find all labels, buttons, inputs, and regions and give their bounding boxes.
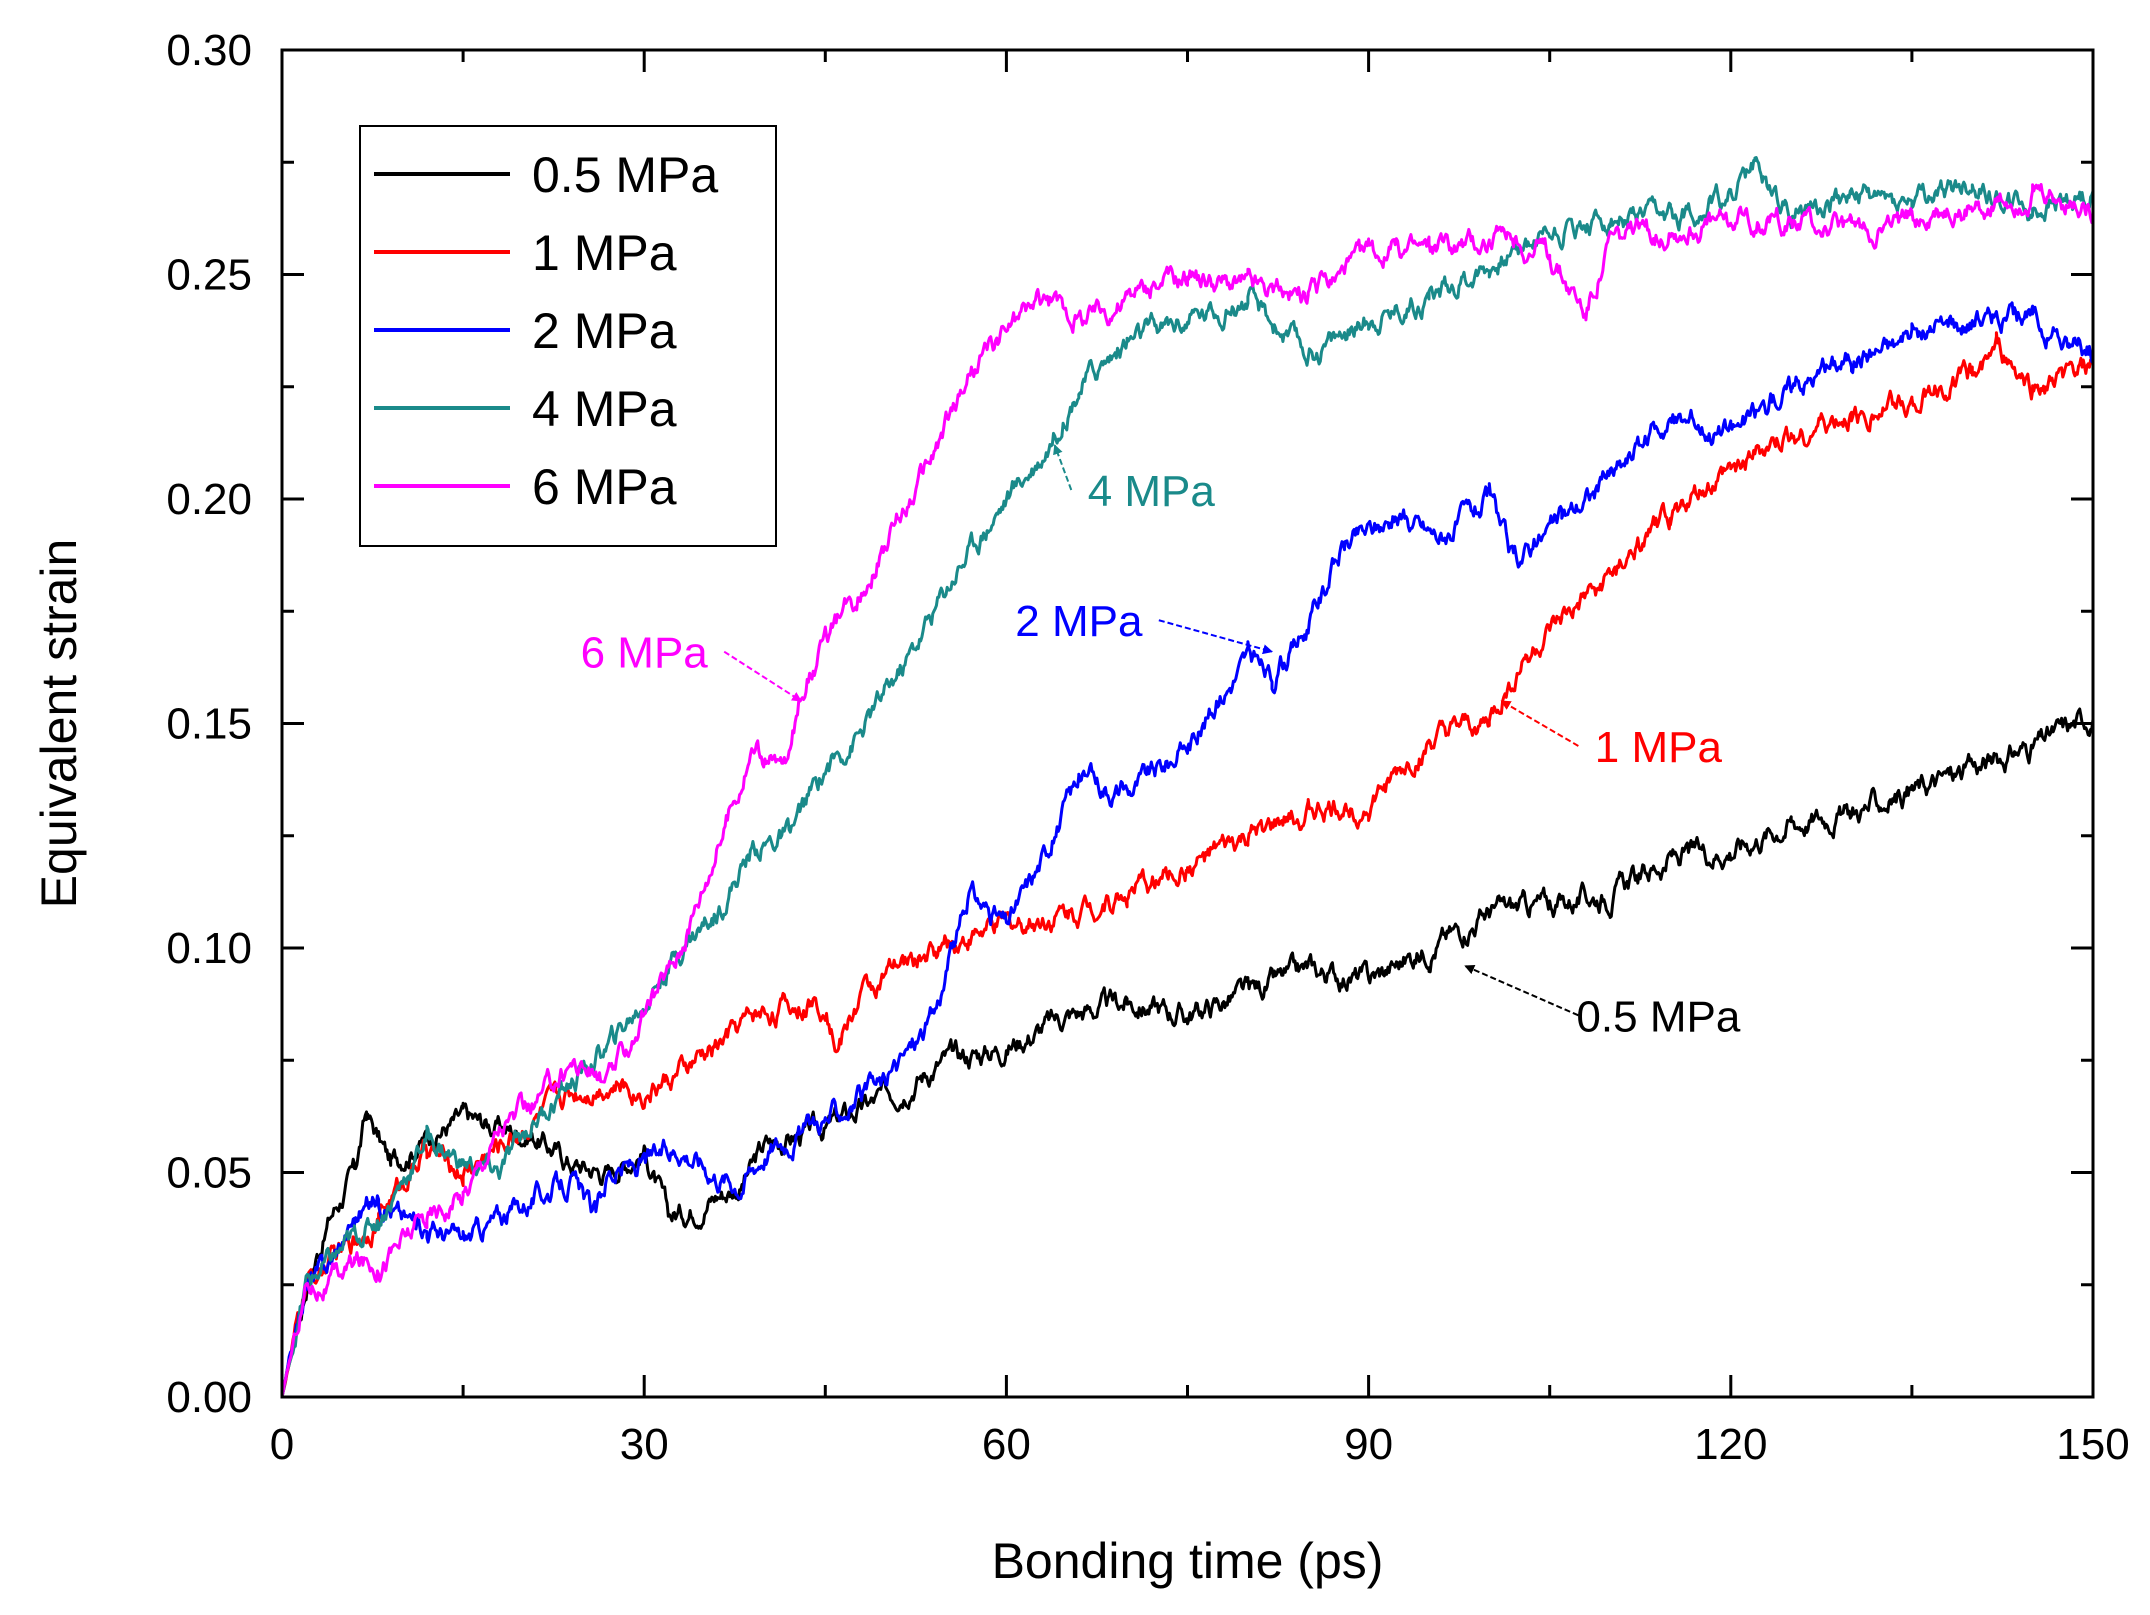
y-tick-label: 0.15 (166, 700, 252, 749)
y-tick-label: 0.05 (166, 1149, 252, 1198)
x-tick-label: 150 (2056, 1420, 2129, 1469)
x-tick-label: 30 (620, 1420, 669, 1469)
x-tick-label: 0 (270, 1420, 294, 1469)
axes: 0 30 60 90 120 150 0.00 0.05 0.10 0.15 0.20 0.25 0.3… (166, 26, 2129, 1469)
annotation-label: 1 MPa (1595, 723, 1723, 772)
annotation-label: 6 MPa (581, 629, 709, 678)
x-tick-label: 60 (982, 1420, 1031, 1469)
series-line-2-mpa (280, 301, 2095, 1398)
legend-label: 1 MPa (532, 225, 677, 281)
annotations: 6 MPa 4 MPa 2 MPa 1 MPa 0.5 MPa (581, 444, 1741, 1041)
legend-box (359, 125, 777, 547)
series-line-6-mpa (280, 183, 2095, 1398)
x-tick-label: 90 (1344, 1420, 1393, 1469)
plot-area (280, 156, 2095, 1398)
y-tick-label: 0.20 (166, 475, 252, 524)
y-tick-label: 0.25 (166, 251, 252, 300)
legend-label: 6 MPa (532, 459, 677, 515)
annotation-arrow (1053, 444, 1073, 491)
y-tick-label: 0.30 (166, 26, 252, 75)
series-line-1-mpa (280, 331, 2095, 1398)
legend-label: 2 MPa (532, 303, 677, 359)
legend-label: 4 MPa (532, 381, 677, 437)
y-tick-label: 0.10 (166, 924, 252, 973)
annotation-label: 0.5 MPa (1576, 992, 1740, 1041)
annotation-arrow (1500, 700, 1579, 747)
y-tick-label: 0.00 (166, 1373, 252, 1422)
annotation-label: 2 MPa (1015, 597, 1143, 646)
series-line-0-5-mpa (280, 707, 2095, 1398)
annotation-arrow (1158, 619, 1273, 655)
legend-label: 0.5 MPa (532, 147, 718, 203)
legend: 0.5 MPa 1 MPa 2 MPa 4 MPa 6 MPa (359, 125, 777, 547)
x-tick-label: 120 (1694, 1420, 1767, 1469)
x-axis-title: Bonding time (ps) (992, 1533, 1384, 1589)
y-axis-title: Equivalent strain (31, 539, 87, 909)
annotation-label: 4 MPa (1088, 467, 1216, 516)
annotation-arrow (723, 650, 802, 702)
annotation-arrow (1464, 964, 1579, 1017)
